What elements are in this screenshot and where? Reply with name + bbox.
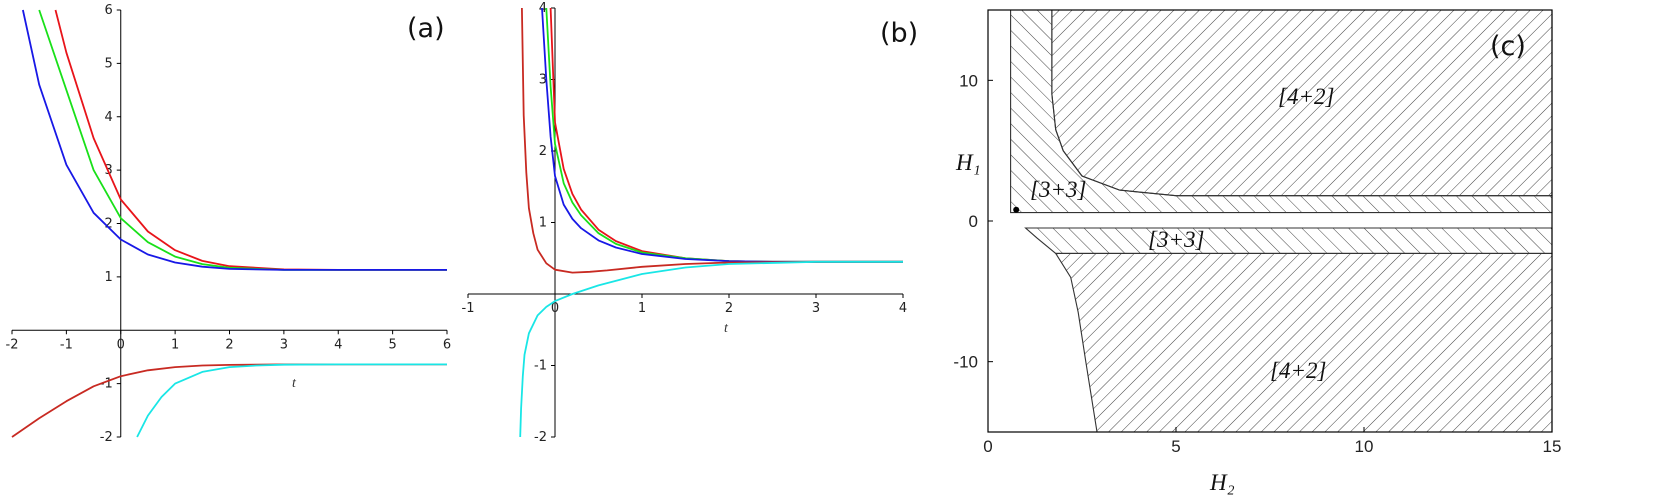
- x-tick-label: 5: [1171, 437, 1180, 456]
- panel-c-ticks: 0 5 10 15 -10 0 10: [953, 71, 1561, 456]
- region-label-corner: [3+3]: [1030, 177, 1086, 202]
- region-label-strip: [3+3]: [1148, 227, 1204, 252]
- y-tick-label: 4: [104, 110, 112, 125]
- panel-c-xlabel: H₂: [1209, 470, 1235, 495]
- x-tick-label: 10: [1355, 437, 1374, 456]
- series-line-4: [11, 363, 447, 438]
- x-tick-label: 0: [117, 337, 125, 352]
- x-tick-label: 15: [1543, 437, 1562, 456]
- x-tick-label: 6: [443, 337, 451, 352]
- y-tick-label: 1: [539, 216, 547, 231]
- panel-b-tag: (b): [880, 18, 918, 49]
- y-tick-label: 2: [104, 217, 112, 232]
- x-tick-label: 2: [225, 337, 233, 352]
- y-tick-label: 6: [104, 3, 112, 18]
- panel-c-plot: 0 5 10 15 -10 0 10 (c) [4+2] [3+3] [3+3] [4+2]…: [953, 9, 1561, 495]
- y-tick-label: 1: [104, 270, 112, 285]
- y-tick-label: 2: [539, 144, 547, 159]
- x-tick-label: 3: [812, 301, 820, 316]
- y-tick-label: -10: [953, 353, 978, 372]
- y-tick-label: -1: [534, 359, 547, 374]
- x-tick-label: 3: [280, 337, 288, 352]
- panel-b-xlabel: t: [724, 321, 729, 336]
- series-line-3: [541, 7, 903, 263]
- x-tick-label: 2: [725, 301, 733, 316]
- panel-c-tag: (c): [1490, 31, 1526, 62]
- y-tick-label: -2: [100, 430, 113, 445]
- panel-c-regions: [1010, 9, 1553, 433]
- x-tick-label: 1: [171, 337, 179, 352]
- panel-a-series: [11, 9, 447, 438]
- panel-a-tag: (a): [407, 13, 445, 44]
- region-label-upper: [4+2]: [1278, 84, 1334, 109]
- y-tick-label: 3: [539, 73, 547, 88]
- region-label-lower: [4+2]: [1270, 358, 1326, 383]
- x-tick-label: -2: [6, 337, 19, 352]
- series-line-2: [38, 9, 447, 271]
- panel-a-xlabel: t: [292, 376, 297, 391]
- x-tick-label: -1: [462, 301, 475, 316]
- x-tick-label: 1: [638, 301, 646, 316]
- panel-c-point: [1013, 206, 1020, 213]
- x-tick-label: 4: [334, 337, 342, 352]
- x-tick-label: 5: [388, 337, 396, 352]
- series-line-1: [54, 9, 447, 271]
- series-line-3: [22, 9, 447, 271]
- region-4: [1054, 252, 1553, 433]
- x-tick-label: 0: [983, 437, 992, 456]
- y-tick-label: -2: [534, 430, 547, 445]
- x-tick-label: 4: [899, 301, 907, 316]
- x-tick-label: -1: [60, 337, 73, 352]
- series-line-5: [136, 363, 447, 438]
- panel-a-axes: [12, 10, 447, 437]
- x-tick-label: 0: [551, 301, 559, 316]
- panel-c-ylabel: H₁: [955, 150, 981, 175]
- series-line-4: [521, 7, 903, 274]
- panel-b-series: [519, 7, 903, 438]
- y-tick-label: 5: [104, 56, 112, 71]
- region-3: [1024, 227, 1553, 254]
- y-tick-label: 0: [969, 212, 978, 231]
- y-tick-label: 10: [959, 71, 978, 90]
- region-2: [1010, 9, 1553, 214]
- series-line-5: [519, 260, 903, 438]
- series-line-1: [549, 7, 903, 263]
- series-line-2: [545, 7, 903, 263]
